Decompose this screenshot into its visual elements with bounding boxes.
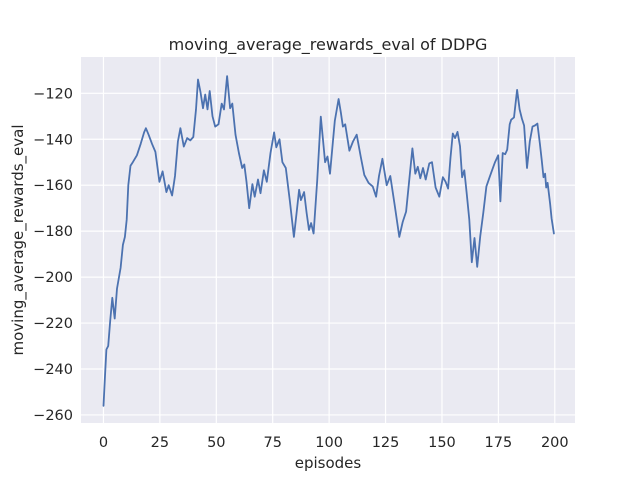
- y-tick-label: −140: [33, 132, 73, 148]
- chart-title: moving_average_rewards_eval of DDPG: [169, 35, 488, 55]
- x-tick-label: 50: [207, 435, 225, 451]
- x-tick-labels: 0 25 50 75 100 125 150 175 200: [99, 435, 569, 451]
- x-tick-label: 25: [151, 435, 169, 451]
- y-tick-label: −160: [33, 178, 73, 194]
- x-tick-label: 75: [263, 435, 281, 451]
- plot-area: [81, 57, 575, 423]
- y-tick-labels: −260 −240 −220 −200 −180 −160 −140 −120: [33, 86, 73, 424]
- y-tick-label: −240: [33, 362, 73, 378]
- y-tick-label: −220: [33, 316, 73, 332]
- y-tick-label: −180: [33, 224, 73, 240]
- x-tick-label: 100: [315, 435, 343, 451]
- y-axis-label: moving_average_rewards_eval: [9, 125, 28, 356]
- data-line: [102, 75, 555, 407]
- x-tick-label: 150: [428, 435, 456, 451]
- x-tick-label: 125: [372, 435, 400, 451]
- y-tick-label: −200: [33, 270, 73, 286]
- x-tick-label: 175: [485, 435, 513, 451]
- x-axis-label: episodes: [295, 454, 362, 472]
- y-tick-label: −120: [33, 86, 73, 102]
- y-tick-label: −260: [33, 408, 73, 424]
- gridlines: [81, 57, 575, 423]
- x-tick-label: 200: [541, 435, 569, 451]
- x-tick-label: 0: [99, 435, 108, 451]
